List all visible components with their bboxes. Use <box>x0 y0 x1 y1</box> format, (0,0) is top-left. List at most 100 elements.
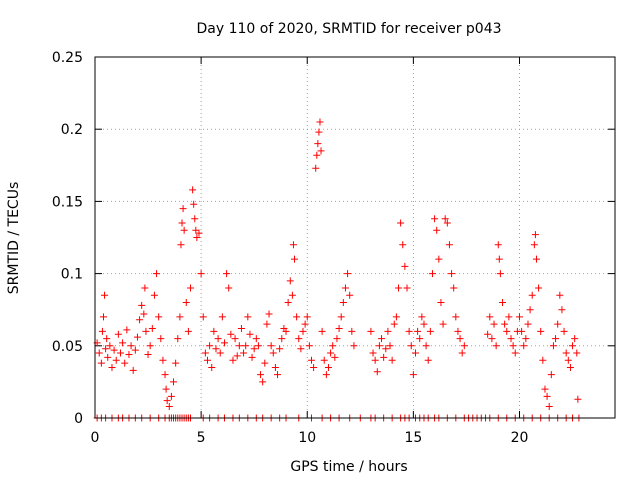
data-point <box>267 342 275 350</box>
data-point <box>530 241 538 249</box>
data-point <box>384 327 392 335</box>
data-point <box>545 402 553 410</box>
data-point <box>552 335 560 343</box>
data-point <box>531 231 539 239</box>
data-point <box>315 128 323 136</box>
data-point <box>456 335 464 343</box>
data-point <box>121 359 129 367</box>
data-point <box>407 342 415 350</box>
data-point <box>178 219 186 227</box>
data-point <box>310 363 318 371</box>
data-point <box>535 284 543 292</box>
data-point <box>271 363 279 371</box>
data-point <box>223 270 231 278</box>
data-point <box>254 342 262 350</box>
data-point <box>129 366 137 374</box>
data-point <box>486 313 494 321</box>
data-point <box>318 327 326 335</box>
data-point <box>373 368 381 376</box>
data-point <box>153 270 161 278</box>
data-point <box>235 342 243 350</box>
data-point <box>103 335 111 343</box>
data-point <box>248 353 256 361</box>
data-point <box>148 324 156 332</box>
data-point <box>424 356 432 364</box>
data-point <box>274 371 282 379</box>
data-point <box>367 327 375 335</box>
data-point <box>445 241 453 249</box>
data-point <box>229 356 237 364</box>
data-point <box>388 356 396 364</box>
data-point <box>101 291 109 299</box>
data-point <box>110 346 118 354</box>
data-point <box>494 241 502 249</box>
data-point <box>549 342 557 350</box>
data-point <box>244 313 252 321</box>
data-point <box>278 335 286 343</box>
data-point <box>443 219 451 227</box>
data-point <box>450 284 458 292</box>
data-point <box>201 349 209 357</box>
data-point <box>191 215 199 223</box>
data-point <box>142 327 150 335</box>
data-point <box>220 339 228 347</box>
data-point <box>212 345 220 353</box>
x-tick-label: 15 <box>404 430 422 446</box>
data-point <box>495 255 503 263</box>
data-point <box>371 356 379 364</box>
data-point <box>97 359 105 367</box>
data-point <box>435 255 443 263</box>
data-point <box>331 353 339 361</box>
data-point <box>146 342 154 350</box>
data-point <box>172 359 180 367</box>
data-point <box>329 342 337 350</box>
data-point <box>237 324 245 332</box>
data-point <box>242 342 250 350</box>
data-point <box>428 270 436 278</box>
data-point <box>399 241 407 249</box>
data-point <box>507 335 515 343</box>
data-point <box>259 378 267 386</box>
data-point <box>174 335 182 343</box>
data-point <box>284 298 292 306</box>
data-point <box>454 327 462 335</box>
x-tick-label: 0 <box>91 430 100 446</box>
data-point <box>501 320 509 328</box>
data-point <box>335 324 343 332</box>
data-point <box>403 284 411 292</box>
data-point <box>524 320 532 328</box>
data-point <box>437 298 445 306</box>
data-point <box>554 320 562 328</box>
y-tick-label: 0 <box>74 411 83 427</box>
data-point <box>573 349 581 357</box>
data-point <box>225 284 233 292</box>
data-point <box>350 342 358 350</box>
data-point <box>541 385 549 393</box>
data-point <box>193 234 201 241</box>
data-point <box>199 313 207 321</box>
data-point <box>556 291 564 299</box>
data-point <box>218 313 226 321</box>
data-point <box>112 356 120 364</box>
data-point <box>95 349 103 357</box>
data-point <box>125 350 133 358</box>
x-axis-label: GPS time / hours <box>290 459 407 475</box>
data-point <box>208 363 216 371</box>
data-point <box>409 371 417 379</box>
data-point <box>162 385 170 393</box>
data-point <box>537 327 545 335</box>
data-point <box>348 327 356 335</box>
data-point <box>344 270 352 278</box>
data-point <box>547 371 555 379</box>
data-point <box>187 284 195 292</box>
data-point <box>140 310 148 318</box>
data-point <box>127 342 135 350</box>
data-point <box>177 241 185 249</box>
data-point <box>108 363 116 371</box>
data-point <box>337 313 345 321</box>
data-point <box>106 342 114 350</box>
data-point <box>299 327 307 335</box>
data-point <box>116 349 124 357</box>
data-point <box>293 313 301 321</box>
data-point <box>378 335 386 343</box>
